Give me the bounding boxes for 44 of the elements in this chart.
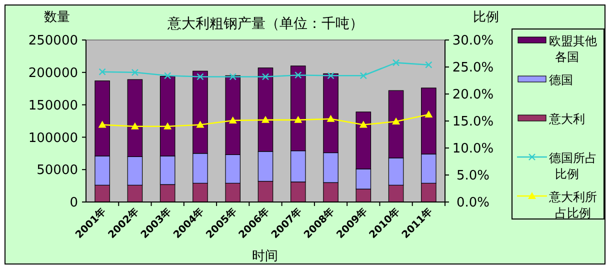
y-tick-label: 0 xyxy=(70,196,78,211)
point xyxy=(196,73,204,80)
y-tick-label: 50000 xyxy=(36,163,78,178)
point xyxy=(327,72,334,80)
y2-tick-label: 10.0% xyxy=(452,142,494,157)
point xyxy=(360,72,368,80)
point xyxy=(294,72,302,79)
y2-tick-label: 15.0% xyxy=(452,114,494,130)
point xyxy=(392,118,400,125)
point xyxy=(131,68,139,76)
point xyxy=(262,116,270,123)
y-tick-label: 100000 xyxy=(28,130,78,146)
y-tick-label: 200000 xyxy=(28,66,78,81)
legend-label: 德国 xyxy=(549,73,573,87)
point xyxy=(98,68,106,76)
y-tick-label: 150000 xyxy=(28,98,78,114)
point xyxy=(164,72,172,80)
chart-title: 意大利粗钢产量（单位：千吨） xyxy=(166,16,364,32)
point xyxy=(359,120,368,128)
point xyxy=(98,120,106,128)
legend-label: 意大利所占比例 xyxy=(548,190,597,220)
x-axis-title: 时间 xyxy=(252,249,278,264)
legend-label: 意大利 xyxy=(548,112,585,126)
y-tick-label: 250000 xyxy=(28,34,78,49)
point xyxy=(392,59,400,66)
point xyxy=(424,110,433,118)
legend-label: 德国所占比例 xyxy=(549,151,597,181)
point xyxy=(294,116,302,123)
y2-tick-label: 20.0% xyxy=(452,88,494,103)
y2-tick-label: 0.0% xyxy=(456,196,490,211)
point xyxy=(130,122,139,130)
y2-tick-label: 5.0% xyxy=(456,168,490,184)
point xyxy=(228,116,237,124)
y-axis-title: 数量 xyxy=(44,10,70,25)
point xyxy=(425,61,432,68)
point xyxy=(326,114,335,122)
y2-tick-label: 25.0% xyxy=(452,60,494,76)
point xyxy=(196,120,204,128)
point xyxy=(262,73,270,80)
point xyxy=(229,73,236,80)
y2-axis-title: 比例 xyxy=(473,10,499,25)
legend-label: 欧盟其他各国 xyxy=(549,34,597,64)
point xyxy=(164,122,172,130)
y2-tick-label: 30.0% xyxy=(452,34,494,49)
